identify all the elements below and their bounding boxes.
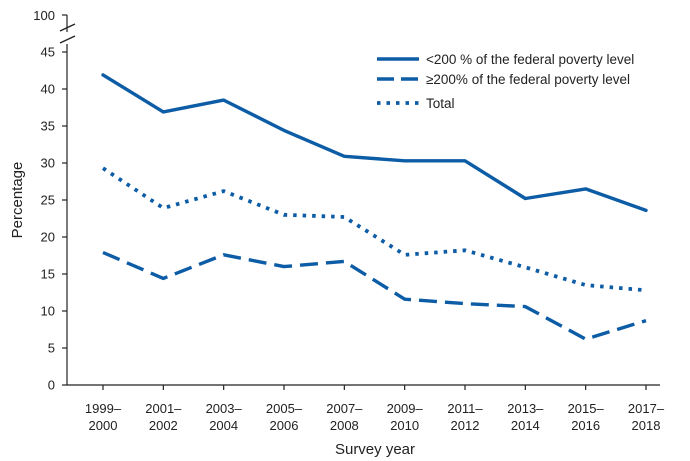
series-line-2: [102, 250, 647, 341]
x-tick-label: 2016: [571, 418, 600, 433]
y-tick-label: 15: [41, 267, 55, 282]
y-tick-label: 0: [48, 378, 55, 393]
legend-label: <200 % of the federal poverty level: [426, 52, 634, 67]
axes: 100: [33, 8, 660, 386]
y-tick-label: 40: [41, 82, 55, 97]
x-ticks: 1999– 2000 2001– 2002 2003– 2004 2005– 2006 2007…: [85, 385, 665, 433]
x-tick-label: 2008: [330, 418, 359, 433]
x-tick-label: 2015–: [568, 401, 605, 416]
legend: <200 % of the federal poverty level ≥200%…: [377, 52, 634, 111]
legend-label: Total: [426, 96, 455, 111]
legend-label: ≥200% of the federal poverty level: [426, 72, 630, 87]
x-tick-label: 2013–: [507, 401, 544, 416]
y-tick-label: 5: [48, 341, 55, 356]
y-axis-title: Percentage: [9, 162, 26, 239]
series-line-1: [101, 73, 648, 213]
x-axis-title: Survey year: [335, 441, 415, 458]
series-line-3: [101, 166, 647, 293]
x-tick-label: 2007–: [326, 401, 363, 416]
x-tick-label: 2010: [390, 418, 419, 433]
x-tick-label: 1999–: [85, 401, 122, 416]
y-tick-label: 35: [41, 119, 55, 134]
x-tick-label: 2006: [270, 418, 299, 433]
x-tick-label: 2000: [89, 418, 118, 433]
x-tick-label: 2003–: [206, 401, 243, 416]
axis-break-mark: [59, 23, 76, 32]
series-lines: [101, 73, 648, 341]
x-tick-label: 2009–: [387, 401, 424, 416]
axis-break-mark: [59, 35, 76, 44]
x-tick-label: 2017–: [628, 401, 665, 416]
x-tick-label: 2014: [511, 418, 540, 433]
y-tick-label: 20: [41, 230, 55, 245]
x-tick-label: 2001–: [145, 401, 182, 416]
y-tick-label: 10: [41, 304, 55, 319]
x-tick-label: 2011–: [447, 401, 483, 416]
x-tick-label: 2002: [149, 418, 178, 433]
y-tick-label: 25: [41, 193, 55, 208]
y-tick-label: 30: [41, 156, 55, 171]
y-ticks: 0 5 10 15 20 25 30 35 40 45: [41, 45, 67, 393]
x-tick-label: 2004: [209, 418, 238, 433]
x-tick-label: 2018: [632, 418, 661, 433]
y-tick-label: 45: [41, 45, 55, 60]
x-tick-label: 2012: [451, 418, 480, 433]
x-tick-label: 2005–: [266, 401, 303, 416]
y-tick-label: 100: [33, 8, 55, 23]
